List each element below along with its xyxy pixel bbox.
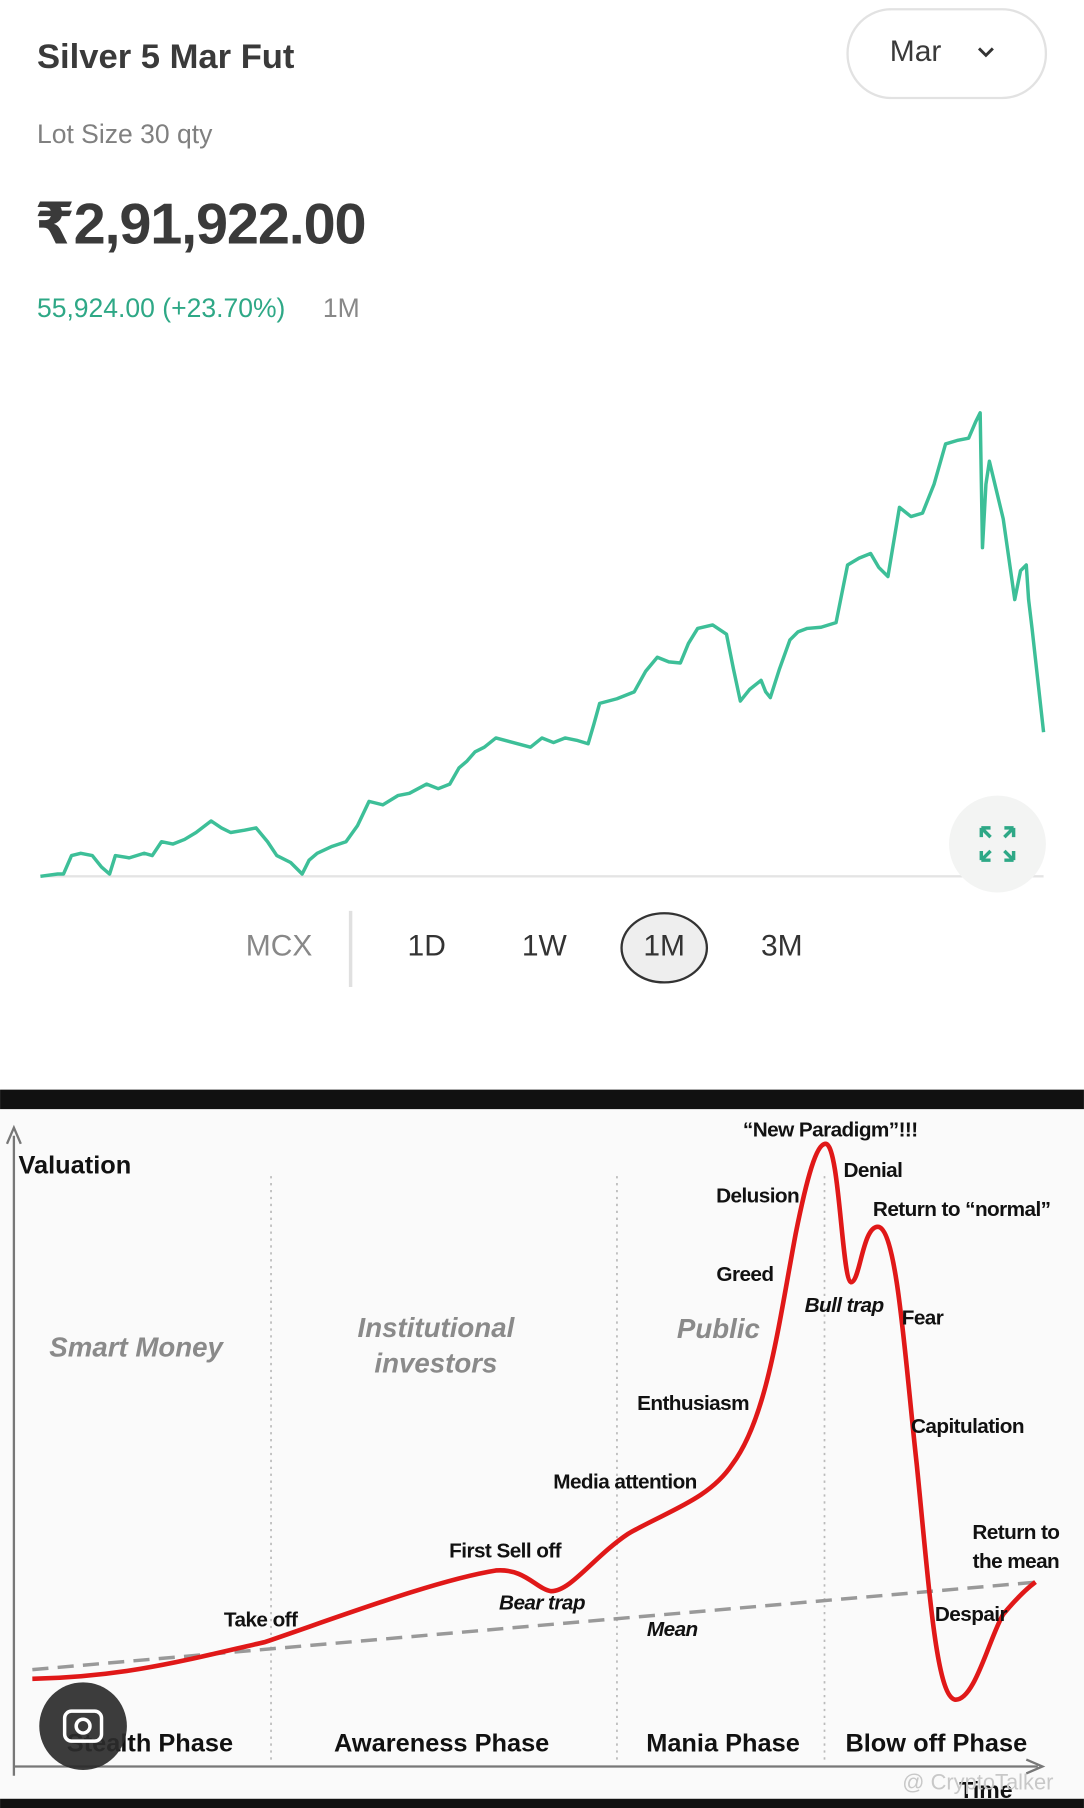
range-tab[interactable]: 1M: [643, 930, 685, 963]
expand-icon[interactable]: [979, 826, 1016, 862]
lot-size: Lot Size 30 qty: [37, 119, 213, 149]
dropdown-box[interactable]: [846, 8, 1048, 100]
title: Silver 5 Mar Fut: [37, 38, 295, 76]
annotation: Take off: [224, 1609, 298, 1632]
phase-label: Blow off Phase: [845, 1729, 1027, 1757]
lens-dot[interactable]: [74, 1717, 92, 1735]
expiry-dropdown[interactable]: Mar: [846, 8, 1048, 100]
cycle-curve: [32, 1141, 1037, 1702]
exchange: MCX: [246, 930, 313, 963]
annotation: Denial: [844, 1159, 903, 1182]
range-tab[interactable]: 1W: [522, 930, 568, 963]
bottom-bar: [0, 1798, 1084, 1808]
lens-circle[interactable]: [39, 1682, 127, 1770]
watermark: @ CryptoTalker: [902, 1770, 1053, 1795]
annotation: the mean: [973, 1550, 1059, 1573]
zone-label: Institutional: [358, 1312, 516, 1343]
expand-circle[interactable]: [949, 795, 1046, 893]
annotation: Mean: [647, 1618, 698, 1641]
change: 55,924.00 (+23.70%): [37, 293, 285, 323]
chevron[interactable]: [977, 47, 994, 58]
expand-button[interactable]: [949, 795, 1046, 893]
y-arrow: [5, 1124, 22, 1145]
range-selected[interactable]: [620, 912, 709, 984]
annotation: Bull trap: [805, 1294, 884, 1317]
annotation: Capitulation: [911, 1415, 1024, 1438]
range-tabs: 1D 1W 1M 3M: [408, 912, 803, 984]
lens-icon[interactable]: [62, 1709, 104, 1743]
lens-button[interactable]: [39, 1682, 127, 1770]
annotation: Return to “normal”: [873, 1198, 1051, 1221]
zone-label: Public: [677, 1313, 760, 1344]
range-tab[interactable]: 3M: [761, 930, 803, 963]
phase-label: Mania Phase: [646, 1729, 800, 1757]
x-label: Time: [959, 1777, 1013, 1803]
annotation: Media attention: [553, 1470, 697, 1493]
annotation: Return to: [972, 1521, 1059, 1544]
annotation: First Sell off: [449, 1540, 561, 1563]
price: ₹2,91,922.00: [35, 193, 366, 257]
annotation: Bear trap: [499, 1591, 585, 1614]
range-tab[interactable]: 1D: [408, 930, 446, 963]
annotation: Delusion: [716, 1184, 799, 1207]
price-line: [40, 411, 1046, 879]
phase-label: Awareness Phase: [334, 1729, 549, 1757]
dropdown-label[interactable]: Mar: [890, 35, 942, 68]
annotation: Enthusiasm: [637, 1392, 749, 1415]
annotation: Greed: [716, 1263, 773, 1286]
y-label: Valuation: [19, 1152, 132, 1180]
annotation: “New Paradigm”!!!: [743, 1119, 918, 1142]
x-arrow: [1025, 1758, 1046, 1775]
separator: [0, 1089, 1084, 1110]
zone-label: Smart Money: [49, 1331, 224, 1362]
zone-label: investors: [374, 1348, 497, 1379]
diagram-bg: [0, 1109, 1084, 1799]
phase-dividers: [270, 1176, 826, 1765]
annotation: Despair: [935, 1603, 1008, 1626]
annotation: Fear: [902, 1307, 944, 1330]
change-period: 1M: [323, 293, 360, 323]
